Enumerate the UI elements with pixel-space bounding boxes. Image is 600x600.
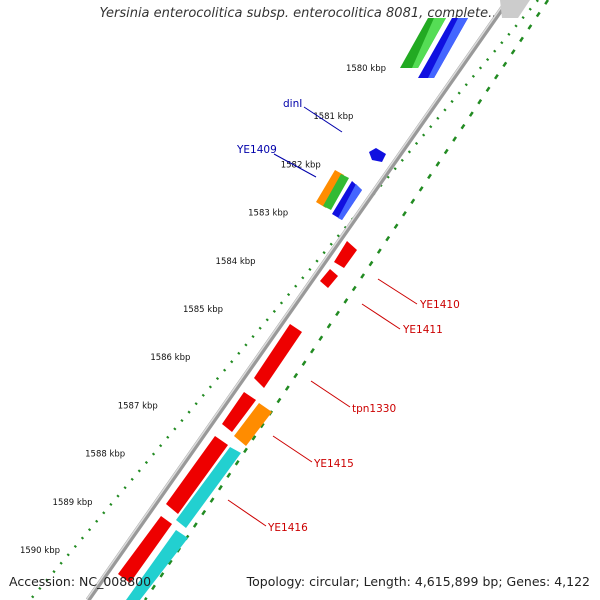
feature-cyan-bottom[interactable] — [126, 530, 188, 600]
scale-tick-label: 1580 kbp — [346, 64, 386, 74]
feature-red-bottom[interactable] — [118, 516, 172, 583]
label-YE1415[interactable]: YE1415 — [313, 458, 354, 470]
backbone — [85, 0, 511, 600]
scale-tick-label: 1585 kbp — [183, 305, 223, 315]
scale-tick-label: 1582 kbp — [281, 160, 321, 170]
feature-YE1410[interactable] — [334, 241, 357, 268]
topology-text: Topology: circular; Length: 4,615,899 bp… — [246, 574, 590, 589]
scale-tick-label: 1586 kbp — [150, 353, 190, 363]
scale-tick-labels: 1580 kbp 1581 kbp 1582 kbp 1583 kbp 1584 kbp… — [20, 64, 386, 556]
label-YE1410[interactable]: YE1410 — [419, 299, 460, 311]
label-YE1416[interactable]: YE1416 — [267, 522, 308, 534]
feature-top-gray[interactable] — [500, 0, 530, 18]
scale-tick-label: 1587 kbp — [118, 401, 158, 411]
feature-tpn1330[interactable] — [254, 324, 302, 388]
outer-dotted-track — [29, 0, 539, 600]
label-YE1411[interactable]: YE1411 — [402, 324, 443, 336]
feature-dinI[interactable] — [369, 148, 386, 162]
scale-tick-label: 1581 kbp — [313, 112, 353, 122]
inner-dotted-track — [143, 0, 550, 600]
feature-YE1411[interactable] — [320, 269, 338, 288]
map-title: Yersinia enterocolitica subsp. enterocol… — [99, 6, 501, 21]
scale-tick-label: 1588 kbp — [85, 450, 125, 460]
feature-YE1416[interactable] — [176, 447, 241, 528]
label-dinI[interactable]: dinI — [283, 98, 302, 110]
label-tpn1330[interactable]: tpn1330 — [352, 403, 396, 415]
feature-top-green[interactable] — [400, 18, 446, 68]
feature-YE1409-group[interactable] — [316, 170, 362, 220]
scale-tick-label: 1584 kbp — [216, 257, 256, 267]
feature-top-blue[interactable] — [418, 18, 468, 78]
feature-red-1413[interactable] — [222, 392, 256, 432]
accession-text: Accession: NC_008800 — [9, 574, 152, 589]
scale-tick-label: 1590 kbp — [20, 546, 60, 556]
feature-red-1414[interactable] — [166, 436, 228, 514]
label-YE1409[interactable]: YE1409 — [236, 144, 277, 156]
scale-tick-label: 1589 kbp — [53, 498, 93, 508]
feature-YE1415[interactable] — [234, 403, 272, 446]
scale-tick-label: 1583 kbp — [248, 209, 288, 219]
